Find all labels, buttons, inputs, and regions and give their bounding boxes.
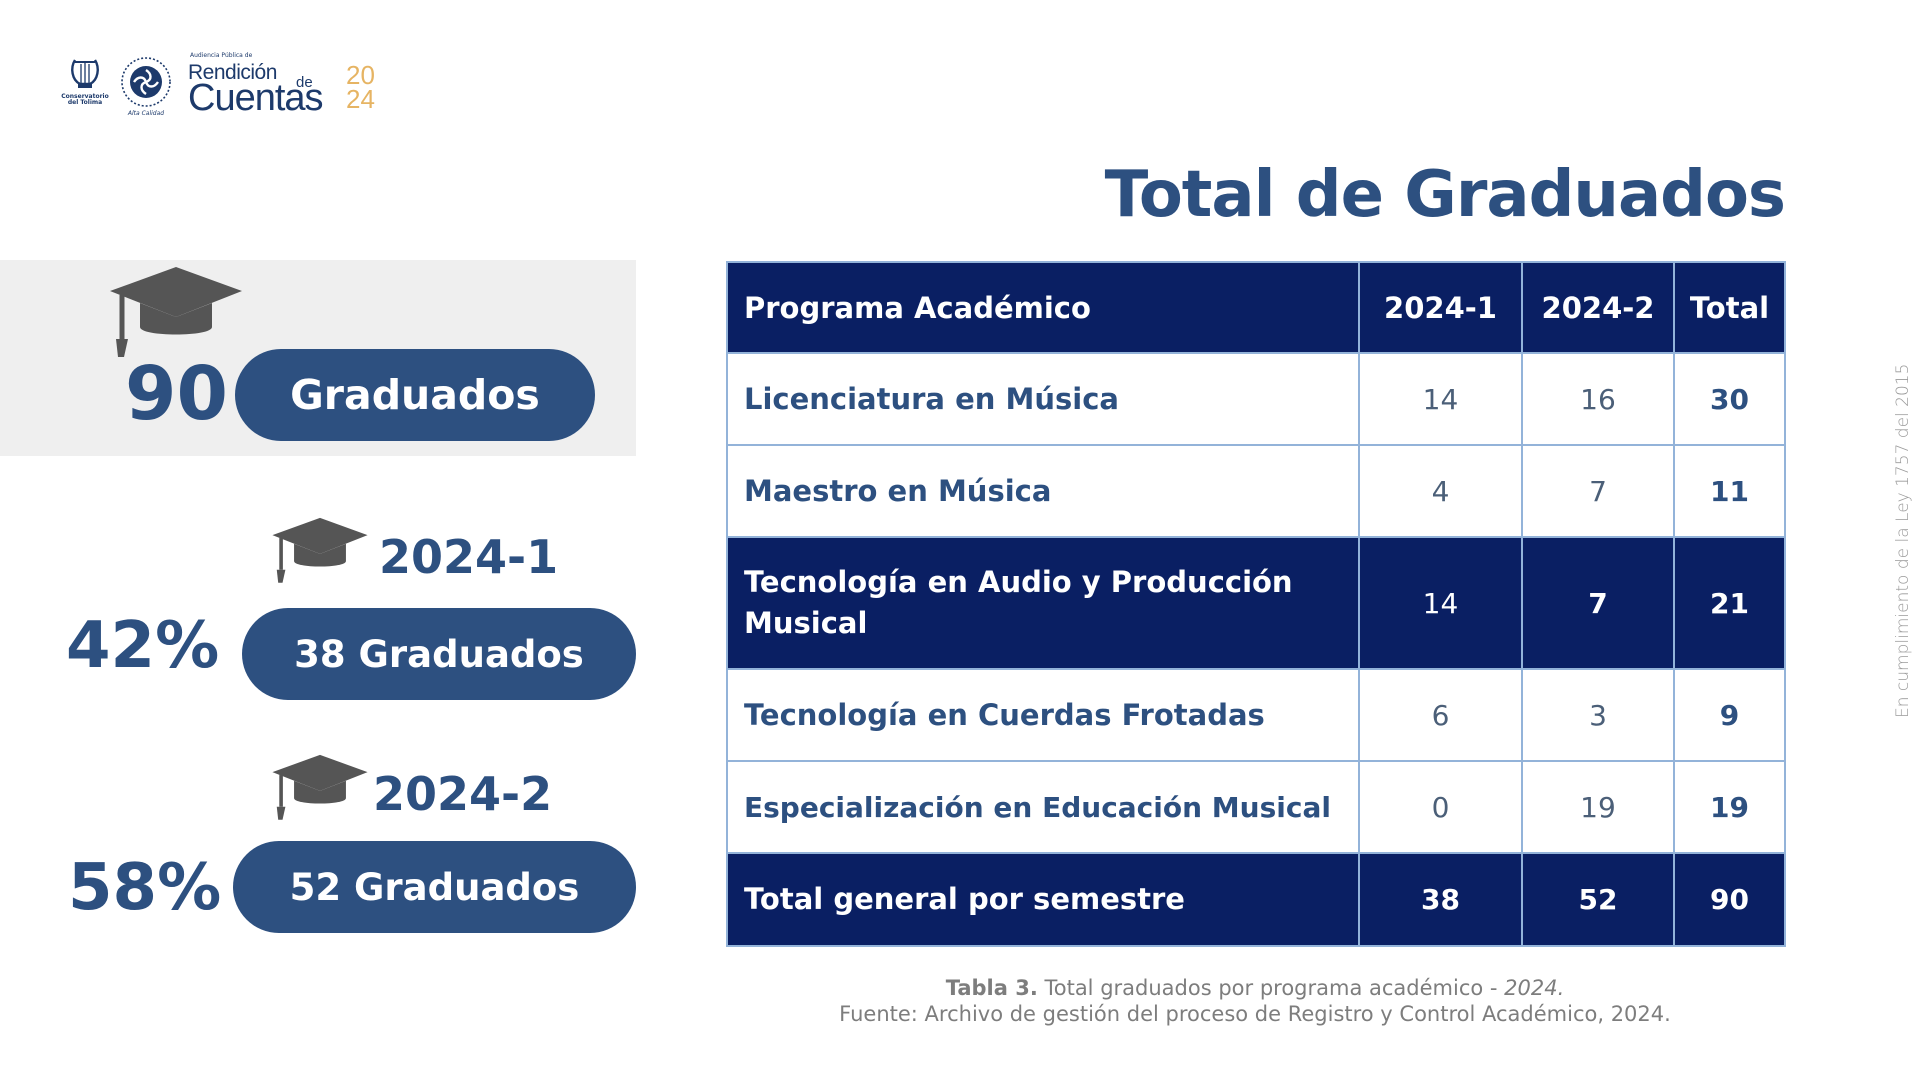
logo-year-bottom: 24 <box>346 84 375 114</box>
logo-year-top: 20 <box>346 60 375 90</box>
value-total: 9 <box>1673 668 1786 762</box>
semester-2-graduates-pill: 52 Graduados <box>233 841 636 933</box>
value-2024-2: 16 <box>1521 352 1675 446</box>
value-2024-1: 0 <box>1358 760 1523 854</box>
caption-text: Total graduados por programa académico - <box>1037 976 1505 1000</box>
alta-calidad-logo: Alta Calidad <box>116 56 176 118</box>
value-2024-2: 7 <box>1521 444 1675 538</box>
logo-de-word: de <box>296 74 313 91</box>
semester-2-percent: 58% <box>68 851 222 925</box>
semester-1-label: 2024-1 <box>379 530 559 584</box>
value-2024-1: 14 <box>1358 352 1523 446</box>
value-2024-1: 6 <box>1358 668 1523 762</box>
value-2024-2: 3 <box>1521 668 1675 762</box>
header-2024-2: 2024-2 <box>1521 261 1675 354</box>
graduation-cap-icon <box>110 267 242 357</box>
program-name: Licenciatura en Música <box>726 352 1360 446</box>
table-row: Maestro en Música 4 7 11 <box>726 444 1786 538</box>
header-total: Total <box>1673 261 1786 354</box>
conservatorio-name: Conservatorio del Tolima <box>61 93 109 106</box>
logo-top-line: Audiencia Pública de <box>190 52 253 59</box>
header-logos: Conservatorio del Tolima Alta Calidad Au… <box>58 52 398 122</box>
table-row: Tecnología en Cuerdas Frotadas 6 3 9 <box>726 668 1786 762</box>
header-2024-1: 2024-1 <box>1358 261 1523 354</box>
total-graduates-pill: Graduados <box>235 349 595 441</box>
total-row-label: Total general por semestre <box>726 852 1360 947</box>
table-header-row: Programa Académico 2024-1 2024-2 Total <box>726 261 1786 354</box>
value-total: 21 <box>1673 536 1786 670</box>
value-total: 11 <box>1673 444 1786 538</box>
logo-cuentas-word: Cuentas <box>188 77 324 119</box>
table-row: Especialización en Educación Musical 0 1… <box>726 760 1786 854</box>
table-row-highlighted: Tecnología en Audio y Producción Musical… <box>726 536 1786 670</box>
table-total-row: Total general por semestre 38 52 90 <box>726 852 1786 947</box>
value-2024-1: 4 <box>1358 444 1523 538</box>
program-name: Especialización en Educación Musical <box>726 760 1360 854</box>
program-name: Maestro en Música <box>726 444 1360 538</box>
program-name: Tecnología en Audio y Producción Musical <box>726 536 1360 670</box>
logo-rendicion-word: Rendición <box>188 61 277 84</box>
table-source: Fuente: Archivo de gestión del proceso d… <box>839 1002 1671 1026</box>
semester-1-graduates-pill: 38 Graduados <box>242 608 636 700</box>
page-title: Total de Graduados <box>1104 158 1786 232</box>
semester-1-percent: 42% <box>66 609 220 683</box>
alta-calidad-name: Alta Calidad <box>127 110 165 117</box>
header-program: Programa Académico <box>726 261 1360 354</box>
seal-icon <box>121 57 171 107</box>
legal-side-note: En cumplimiento de la Ley 1757 del 2015 <box>1893 363 1913 718</box>
total-2024-2: 52 <box>1521 852 1675 947</box>
semester-2-label: 2024-2 <box>373 767 553 821</box>
rendicion-cuentas-logo: Audiencia Pública de Rendición de Cuenta… <box>188 52 398 122</box>
lyre-icon <box>71 59 99 88</box>
total-graduates-number: 90 <box>125 351 228 437</box>
table-caption: Tabla 3. Total graduados por programa ac… <box>726 975 1784 1001</box>
value-2024-2: 7 <box>1521 536 1675 670</box>
value-total: 30 <box>1673 352 1786 446</box>
caption-year: 2024. <box>1504 976 1565 1000</box>
total-2024-1: 38 <box>1358 852 1523 947</box>
value-2024-2: 19 <box>1521 760 1675 854</box>
grand-total: 90 <box>1673 852 1786 947</box>
graduation-cap-icon <box>272 754 368 820</box>
value-total: 19 <box>1673 760 1786 854</box>
graduates-table: Programa Académico 2024-1 2024-2 Total L… <box>726 261 1786 947</box>
conservatorio-logo: Conservatorio del Tolima <box>58 56 112 118</box>
value-2024-1: 14 <box>1358 536 1523 670</box>
program-name: Tecnología en Cuerdas Frotadas <box>726 668 1360 762</box>
caption-label: Tabla 3. <box>945 976 1038 1000</box>
graduation-cap-icon <box>272 517 368 583</box>
table-row: Licenciatura en Música 14 16 30 <box>726 352 1786 446</box>
